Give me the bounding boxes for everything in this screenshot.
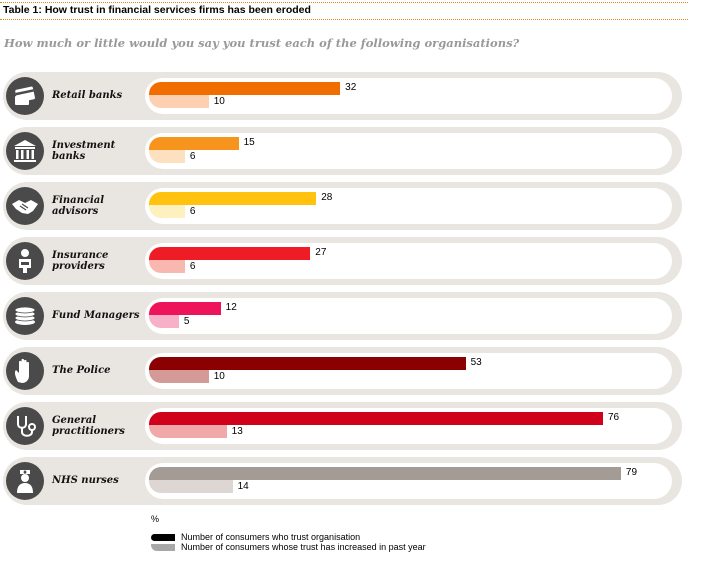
value-label-trust: 79 [625,467,638,478]
bar-trust [149,137,239,150]
value-label-increased: 6 [189,261,196,272]
legend-swatch-increased [151,544,175,551]
value-label-trust: 76 [608,412,620,423]
bar-increased [149,480,233,493]
value-label-increased: 13 [231,426,243,437]
insurance-person-icon [6,242,44,280]
bar-trust [149,412,603,425]
value-label-trust: 28 [321,192,333,203]
bank-building-icon [6,132,44,170]
nurse-icon [6,462,44,500]
bar-trust [149,302,221,315]
title-rule [0,19,688,20]
value-label-trust: 32 [345,82,357,93]
legend-label-trust: Number of consumers who trust organisati… [181,532,361,542]
bar-increased [149,205,185,218]
credit-card-icon [6,77,44,115]
bar-trust [149,467,621,480]
bar-trust [149,247,311,260]
value-label-increased: 10 [213,96,225,107]
question-text: How much or little would you say you tru… [4,36,520,50]
category-label: The Police [52,365,111,376]
value-label-trust: 15 [243,137,255,148]
legend-unit: % [151,514,160,524]
value-label-increased: 10 [213,371,225,382]
legend-label-increased: Number of consumers whose trust has incr… [181,542,426,552]
bar-track [145,298,672,334]
table-title: Table 1: How trust in financial services… [3,4,311,16]
bar-increased [149,315,179,328]
top-rule [0,2,688,3]
stethoscope-icon [6,407,44,445]
bar-increased [149,260,185,273]
legend-swatch-trust [151,534,175,541]
value-label-trust: 12 [225,302,237,313]
value-label-increased: 5 [183,316,190,327]
bar-increased [149,95,209,108]
category-label: NHS nurses [52,475,119,486]
bar-trust [149,357,466,370]
bar-increased [149,370,209,383]
value-label-increased: 6 [189,151,196,162]
category-label: Retail banks [52,90,123,101]
category-label: Investment banks [52,140,116,162]
bar-trust [149,192,317,205]
bar-trust [149,82,341,95]
category-label: General practitioners [52,415,125,437]
value-label-increased: 14 [237,481,249,492]
value-label-trust: 53 [470,357,482,368]
bar-increased [149,425,227,438]
category-label: Financial advisors [52,195,105,217]
value-label-trust: 27 [315,247,327,258]
category-label: Fund Managers [52,310,140,321]
coin-stack-icon [6,297,44,335]
value-label-increased: 6 [189,206,196,217]
category-label: Insurance providers [52,250,109,272]
handshake-icon [6,187,44,225]
bar-increased [149,150,185,163]
hand-palm-icon [6,352,44,390]
